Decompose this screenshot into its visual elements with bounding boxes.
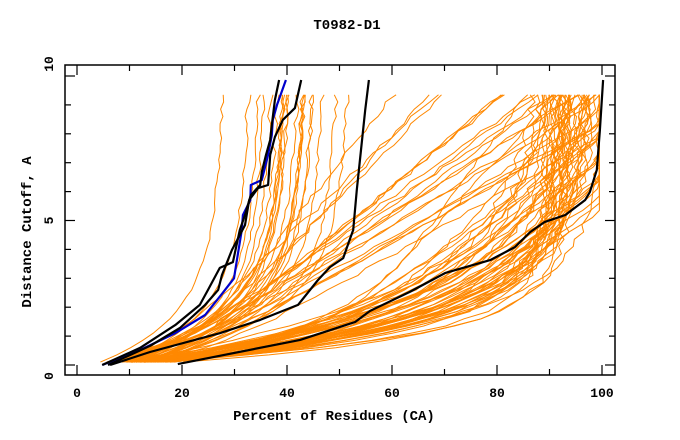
highlight-black-2-curve xyxy=(107,79,303,367)
highlight-curves xyxy=(101,79,605,367)
x-axis-label: Percent of Residues (CA) xyxy=(233,409,435,425)
model-curve xyxy=(130,94,502,363)
model-curve xyxy=(148,94,325,363)
model-curve xyxy=(160,94,585,363)
model-curve xyxy=(132,94,571,363)
model-curve xyxy=(113,94,580,363)
x-tick-label: 0 xyxy=(73,386,81,401)
y-axis-label: Distance Cutoff, A xyxy=(20,156,36,308)
model-curve xyxy=(133,94,397,363)
x-tick-label: 20 xyxy=(174,386,190,401)
model-curve xyxy=(131,94,562,363)
model-curve xyxy=(112,94,579,363)
model-curve xyxy=(124,94,285,363)
model-curve xyxy=(129,94,442,363)
model-curve xyxy=(122,94,252,363)
model-curve xyxy=(139,94,504,363)
model-curve xyxy=(154,94,568,363)
model-curve xyxy=(137,94,559,363)
model-curve xyxy=(139,94,266,363)
model-curve xyxy=(106,94,300,363)
x-tick-label: 60 xyxy=(384,386,400,401)
x-tick-label: 40 xyxy=(279,386,295,401)
highlight-black-3-curve xyxy=(109,79,370,367)
model-curve xyxy=(133,94,529,363)
model-curve xyxy=(110,94,287,363)
model-curve xyxy=(131,94,559,363)
model-curve xyxy=(131,94,596,363)
model-curve xyxy=(140,94,601,363)
model-curve xyxy=(138,94,600,363)
x-tick-label: 100 xyxy=(590,386,614,401)
y-tick-label: 0 xyxy=(42,372,57,380)
highlight-black-4-curve xyxy=(177,79,605,366)
x-tick-labels: 0 20 40 60 80 100 xyxy=(73,386,614,401)
x-tick-label: 80 xyxy=(489,386,505,401)
model-curve xyxy=(155,94,600,363)
model-curve xyxy=(100,94,225,363)
chart-title: T0982-D1 xyxy=(313,18,380,34)
model-curve xyxy=(145,94,566,363)
model-curve xyxy=(145,94,600,363)
model-curve xyxy=(121,94,564,363)
model-curve xyxy=(116,94,536,363)
highlight-black-1-curve xyxy=(101,79,281,367)
model-curve xyxy=(138,94,539,363)
model-curve xyxy=(156,94,549,363)
model-curve xyxy=(129,94,505,363)
model-curve xyxy=(169,94,549,363)
y-tick-label: 5 xyxy=(42,216,57,224)
model-curve xyxy=(118,94,551,363)
model-curve xyxy=(134,94,591,363)
model-curve xyxy=(108,94,439,363)
axis-ticks xyxy=(65,65,615,375)
model-curve xyxy=(106,94,289,363)
background-model-curves xyxy=(100,94,601,363)
y-tick-label: 10 xyxy=(42,56,57,72)
model-curve xyxy=(129,94,261,363)
model-curve xyxy=(153,94,306,363)
model-curve xyxy=(130,94,573,363)
model-curve xyxy=(114,94,314,363)
y-tick-labels: 0 5 10 xyxy=(42,56,57,380)
highlight-blue-curve xyxy=(101,79,287,367)
model-curve xyxy=(166,94,572,363)
